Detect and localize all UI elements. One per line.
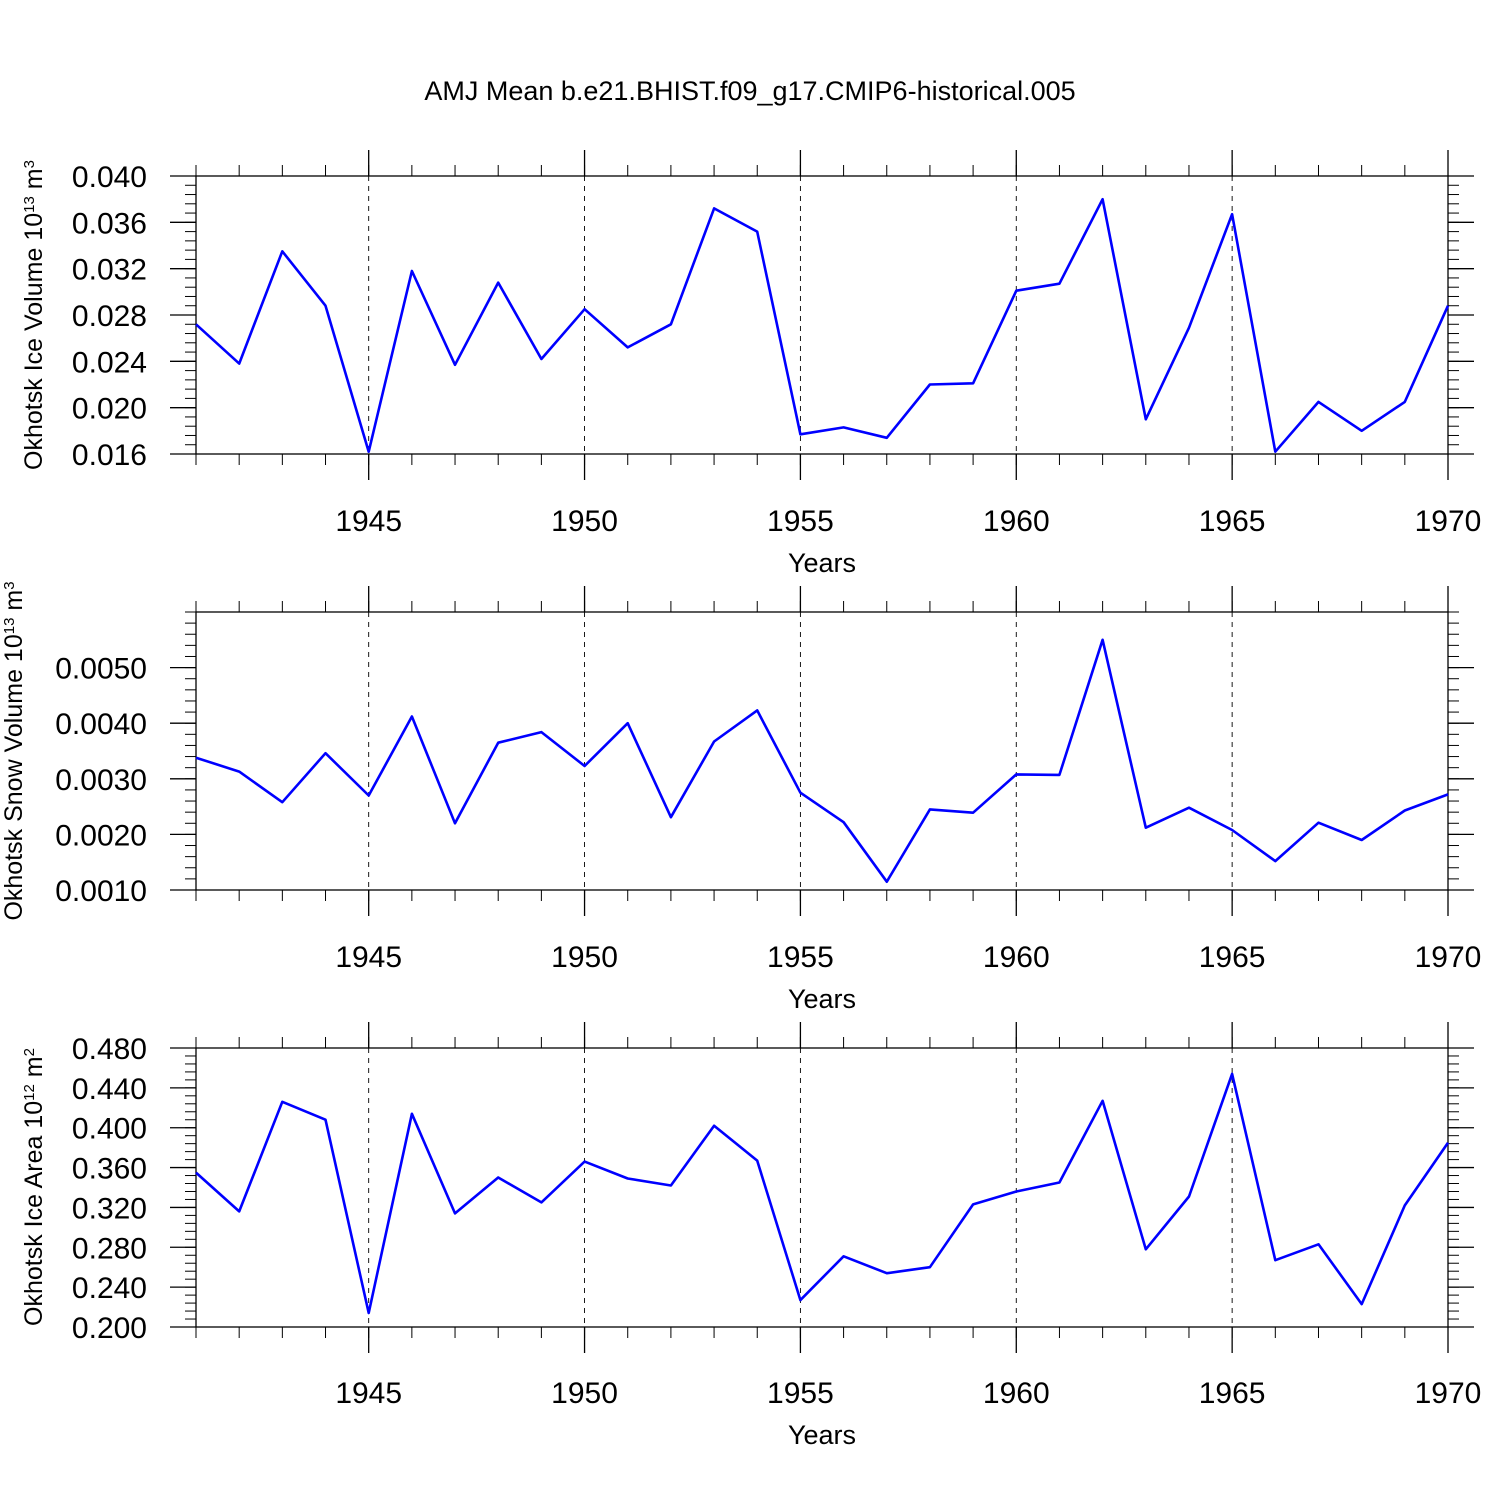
x-tick-labels: 1945 1950 1955 1960 1965 1970 bbox=[335, 505, 1481, 538]
x-tick-label: 1965 bbox=[1199, 505, 1266, 538]
svg-text:Okhotsk Ice Area 1012 m2: Okhotsk Ice Area 1012 m2 bbox=[20, 1048, 48, 1326]
x-axis-title: Years bbox=[788, 548, 856, 578]
x-tick-label: 1945 bbox=[335, 941, 402, 974]
y-axis-title-text: Okhotsk Ice Area 10 bbox=[20, 1101, 48, 1326]
y-tick-label: 0.240 bbox=[72, 1272, 147, 1305]
x-tick-label: 1960 bbox=[983, 1377, 1050, 1410]
x-tick-label: 1970 bbox=[1415, 505, 1482, 538]
y-axis-title-text: Okhotsk Ice Volume 10 bbox=[20, 213, 48, 470]
y-axis-title: Okhotsk Snow Volume 1013 m3 bbox=[0, 581, 28, 920]
y-tick-label: 0.032 bbox=[72, 254, 147, 287]
plot-frame bbox=[195, 1047, 1449, 1328]
vertical-grid bbox=[368, 176, 1233, 454]
svg-text:Okhotsk Ice Volume 1013 m3: Okhotsk Ice Volume 1013 m3 bbox=[20, 160, 48, 470]
y-tick-label: 0.480 bbox=[72, 1033, 147, 1066]
x-tick-label: 1960 bbox=[983, 505, 1050, 538]
x-tick-label: 1945 bbox=[335, 505, 402, 538]
tick-marks bbox=[170, 586, 1474, 916]
y-tick-label: 0.036 bbox=[72, 207, 147, 240]
x-tick-label: 1970 bbox=[1415, 941, 1482, 974]
panel-ice-area: 0.200 0.240 0.280 0.320 0.360 0.400 0.440 0.480… bbox=[20, 1022, 1481, 1450]
y-axis-title-exponent: 12 bbox=[21, 1084, 38, 1101]
y-axis-title-exponent: 13 bbox=[1, 618, 18, 635]
vertical-grid bbox=[368, 1048, 1233, 1327]
y-axis-title-text: Okhotsk Snow Volume 10 bbox=[0, 634, 28, 920]
series-layer bbox=[195, 1072, 1450, 1315]
x-tick-label: 1950 bbox=[551, 1377, 618, 1410]
y-tick-labels: 0.016 0.020 0.024 0.028 0.032 0.036 0.040 bbox=[72, 161, 147, 472]
y-tick-label: 0.200 bbox=[72, 1312, 147, 1345]
x-tick-label: 1955 bbox=[767, 1377, 834, 1410]
x-tick-label: 1965 bbox=[1199, 941, 1266, 974]
x-axis-title: Years bbox=[788, 984, 856, 1014]
y-axis-title: Okhotsk Ice Volume 1013 m3 bbox=[20, 160, 48, 470]
series-layer bbox=[195, 638, 1449, 884]
y-tick-label: 0.0040 bbox=[55, 708, 147, 741]
y-tick-label: 0.024 bbox=[72, 346, 147, 379]
x-tick-label: 1955 bbox=[767, 941, 834, 974]
y-axis-title-unit: m bbox=[0, 590, 28, 618]
x-tick-label: 1950 bbox=[551, 941, 618, 974]
y-axis-title-unit: m bbox=[20, 1056, 48, 1084]
series-line bbox=[195, 197, 1450, 454]
y-tick-label: 0.0030 bbox=[55, 764, 147, 797]
x-tick-label: 1945 bbox=[335, 1377, 402, 1410]
tick-marks bbox=[170, 150, 1474, 480]
y-axis-title-unit-exponent: 2 bbox=[21, 1048, 38, 1056]
x-tick-label: 1965 bbox=[1199, 1377, 1266, 1410]
tick-marks bbox=[170, 1022, 1474, 1353]
y-tick-label: 0.360 bbox=[72, 1153, 147, 1186]
x-axis-title: Years bbox=[788, 1420, 856, 1450]
x-tick-labels: 1945 1950 1955 1960 1965 1970 bbox=[335, 941, 1481, 974]
y-tick-label: 0.0050 bbox=[55, 653, 147, 686]
vertical-grid bbox=[368, 612, 1233, 890]
y-axis-title-unit-exponent: 3 bbox=[1, 581, 18, 589]
y-tick-label: 0.0020 bbox=[55, 819, 147, 852]
y-tick-label: 0.400 bbox=[72, 1113, 147, 1146]
y-axis-title-unit: m bbox=[20, 168, 48, 196]
x-tick-label: 1970 bbox=[1415, 1377, 1482, 1410]
series-layer bbox=[195, 197, 1450, 454]
y-axis-title-exponent: 13 bbox=[21, 196, 38, 213]
panel-ice-volume: 0.016 0.020 0.024 0.028 0.032 0.036 0.040 1945… bbox=[20, 150, 1481, 578]
x-tick-label: 1960 bbox=[983, 941, 1050, 974]
y-tick-label: 0.016 bbox=[72, 439, 147, 472]
svg-text:Okhotsk Snow Volume 1013 m3: Okhotsk Snow Volume 1013 m3 bbox=[0, 581, 28, 920]
y-axis-title: Okhotsk Ice Area 1012 m2 bbox=[20, 1048, 48, 1326]
y-tick-labels: 0.0010 0.0020 0.0030 0.0040 0.0050 bbox=[55, 653, 147, 908]
y-tick-label: 0.440 bbox=[72, 1073, 147, 1106]
y-tick-label: 0.0010 bbox=[55, 875, 147, 908]
y-tick-label: 0.280 bbox=[72, 1232, 147, 1265]
y-tick-label: 0.020 bbox=[72, 393, 147, 426]
x-tick-label: 1955 bbox=[767, 505, 834, 538]
chart-title: AMJ Mean b.e21.BHIST.f09_g17.CMIP6-histo… bbox=[424, 76, 1075, 106]
y-tick-label: 0.320 bbox=[72, 1192, 147, 1225]
y-tick-labels: 0.200 0.240 0.280 0.320 0.360 0.400 0.440 0.480 bbox=[72, 1033, 147, 1345]
y-tick-label: 0.040 bbox=[72, 161, 147, 194]
y-tick-label: 0.028 bbox=[72, 300, 147, 333]
y-axis-title-unit-exponent: 3 bbox=[21, 160, 38, 168]
x-tick-labels: 1945 1950 1955 1960 1965 1970 bbox=[335, 1377, 1481, 1410]
series-line bbox=[195, 1072, 1450, 1315]
series-line bbox=[195, 638, 1449, 884]
x-tick-label: 1950 bbox=[551, 505, 618, 538]
plot-frame bbox=[195, 175, 1449, 455]
plot-frame bbox=[195, 611, 1449, 891]
